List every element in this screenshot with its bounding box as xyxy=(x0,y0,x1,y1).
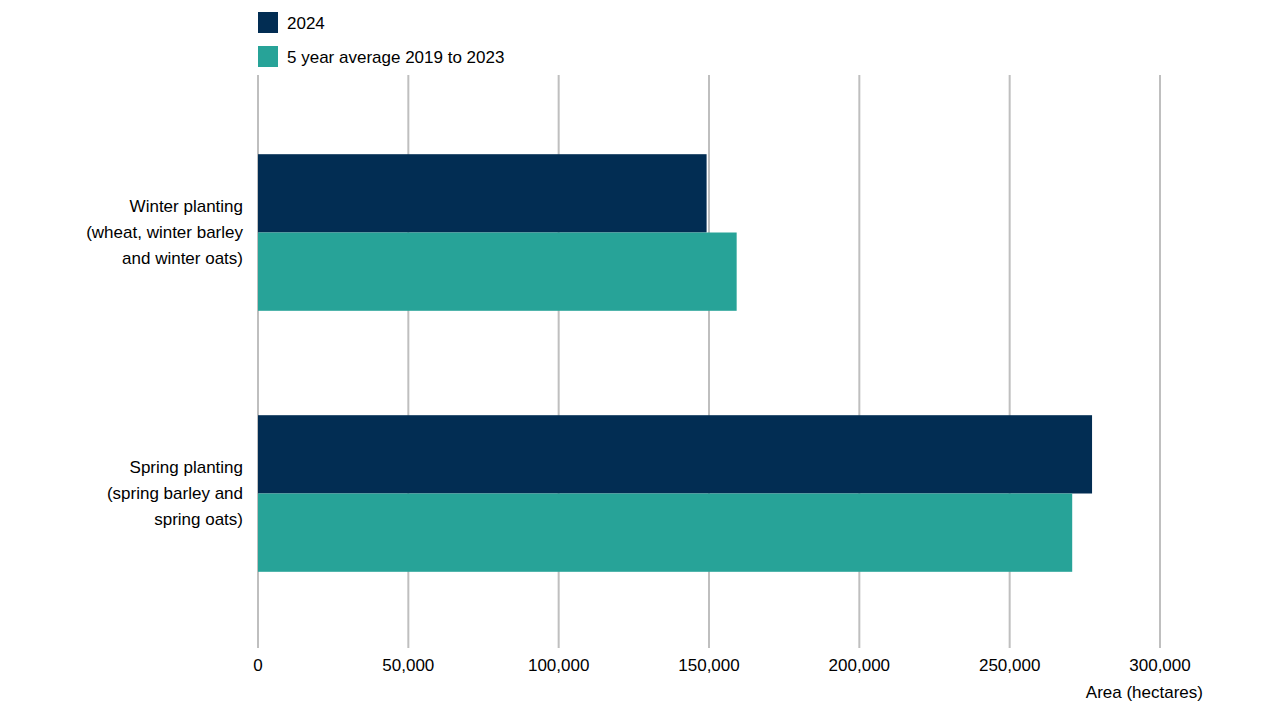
tick-label: 200,000 xyxy=(829,656,890,675)
bar xyxy=(258,415,1092,493)
tick-label: 300,000 xyxy=(1129,656,1190,675)
tick-label: 0 xyxy=(253,656,262,675)
category-label: Winter planting (wheat, winter barley an… xyxy=(83,194,243,272)
bars xyxy=(258,154,1092,572)
chart-svg: 0 50,000 100,000 150,000 200,000 250,000 300,0… xyxy=(0,0,1280,720)
legend-label: 2024 xyxy=(287,14,325,33)
axis-title: Area (hectares) xyxy=(1086,683,1203,702)
bar xyxy=(258,154,707,232)
category-label: Spring planting (spring barley and sprin… xyxy=(83,455,243,533)
chart-root: 0 50,000 100,000 150,000 200,000 250,000 300,0… xyxy=(0,0,1280,720)
legend-swatch xyxy=(258,46,278,67)
legend-swatch xyxy=(258,12,278,33)
bar xyxy=(258,233,737,311)
grid-line xyxy=(1159,75,1161,648)
tick-label: 250,000 xyxy=(979,656,1040,675)
tick-label: 150,000 xyxy=(678,656,739,675)
tick-label: 100,000 xyxy=(528,656,589,675)
tick-label: 50,000 xyxy=(382,656,434,675)
bar xyxy=(258,494,1072,572)
legend-label: 5 year average 2019 to 2023 xyxy=(287,48,504,67)
